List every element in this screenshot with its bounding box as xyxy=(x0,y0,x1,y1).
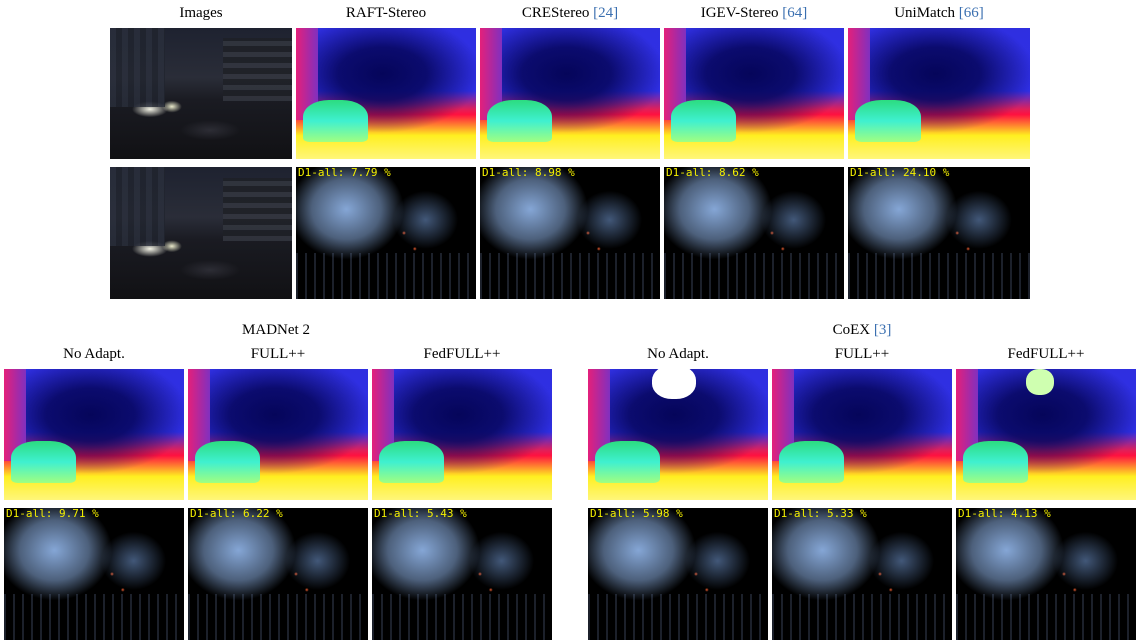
column-header-text: FedFULL++ xyxy=(423,346,501,362)
column-header-text: CREStereo xyxy=(521,5,594,21)
citation-link[interactable]: [3] xyxy=(873,322,892,338)
column-header-madnet-fedfull: FedFULL++ xyxy=(372,346,552,363)
group-label-text: CoEX xyxy=(832,322,874,338)
d1-all-metric: D1-all: 5.43 % xyxy=(374,508,467,520)
column-header-igev-stereo: IGEV-Stereo [64] xyxy=(664,5,844,22)
column-header-text: Images xyxy=(179,5,223,21)
column-header-text: FULL++ xyxy=(834,346,890,362)
error-map-unimatch: D1-all: 24.10 % xyxy=(848,167,1030,299)
column-header-text: FULL++ xyxy=(250,346,306,362)
column-header-raft-stereo: RAFT-Stereo xyxy=(296,5,476,22)
disparity-map-unimatch xyxy=(848,28,1030,159)
d1-all-metric: D1-all: 5.98 % xyxy=(590,508,683,520)
column-header-crestereo: CREStereo [24] xyxy=(480,5,660,22)
invalid-region xyxy=(652,369,696,399)
column-header-madnet-no-adapt: No Adapt. xyxy=(4,346,184,363)
column-header-unimatch: UniMatch [66] xyxy=(848,5,1030,22)
error-map-coex-no-adapt: D1-all: 5.98 % xyxy=(588,508,768,640)
error-map-madnet-no-adapt: D1-all: 9.71 % xyxy=(4,508,184,640)
column-header-coex-fedfull: FedFULL++ xyxy=(956,346,1136,363)
column-header-text: No Adapt. xyxy=(63,346,125,362)
column-header-text: RAFT-Stereo xyxy=(345,5,427,21)
error-map-crestereo: D1-all: 8.98 % xyxy=(480,167,660,299)
input-image-left xyxy=(110,28,292,159)
disparity-map-madnet-fedfull xyxy=(372,369,552,500)
invalid-region xyxy=(1026,369,1054,395)
disparity-map-crestereo xyxy=(480,28,660,159)
error-map-coex-fedfull: D1-all: 4.13 % xyxy=(956,508,1136,640)
error-map-madnet-fedfull: D1-all: 5.43 % xyxy=(372,508,552,640)
group-label-coex: CoEX [3] xyxy=(772,322,952,339)
column-header-text: UniMatch xyxy=(894,5,959,21)
disparity-map-madnet-no-adapt xyxy=(4,369,184,500)
error-map-coex-full: D1-all: 5.33 % xyxy=(772,508,952,640)
d1-all-metric: D1-all: 5.33 % xyxy=(774,508,867,520)
citation-link[interactable]: [66] xyxy=(958,5,984,21)
d1-all-metric: D1-all: 4.13 % xyxy=(958,508,1051,520)
error-map-raft-stereo: D1-all: 7.79 % xyxy=(296,167,476,299)
d1-all-metric: D1-all: 24.10 % xyxy=(850,167,950,179)
disparity-map-coex-no-adapt xyxy=(588,369,768,500)
error-map-igev-stereo: D1-all: 8.62 % xyxy=(664,167,844,299)
column-header-text: IGEV-Stereo xyxy=(700,5,783,21)
d1-all-metric: D1-all: 8.98 % xyxy=(482,167,575,179)
column-header-images: Images xyxy=(110,5,292,22)
column-header-text: FedFULL++ xyxy=(1007,346,1085,362)
input-image-right xyxy=(110,167,292,299)
disparity-map-raft-stereo xyxy=(296,28,476,159)
column-header-coex-no-adapt: No Adapt. xyxy=(588,346,768,363)
disparity-map-igev-stereo xyxy=(664,28,844,159)
group-label-madnet2: MADNet 2 xyxy=(186,322,366,339)
column-header-coex-full: FULL++ xyxy=(772,346,952,363)
column-header-text: No Adapt. xyxy=(647,346,709,362)
disparity-map-coex-fedfull xyxy=(956,369,1136,500)
group-label-text: MADNet 2 xyxy=(242,322,310,338)
d1-all-metric: D1-all: 8.62 % xyxy=(666,167,759,179)
d1-all-metric: D1-all: 6.22 % xyxy=(190,508,283,520)
disparity-map-madnet-full xyxy=(188,369,368,500)
citation-link[interactable]: [24] xyxy=(593,5,619,21)
d1-all-metric: D1-all: 7.79 % xyxy=(298,167,391,179)
d1-all-metric: D1-all: 9.71 % xyxy=(6,508,99,520)
citation-link[interactable]: [64] xyxy=(782,5,808,21)
column-header-madnet-full: FULL++ xyxy=(188,346,368,363)
error-map-madnet-full: D1-all: 6.22 % xyxy=(188,508,368,640)
disparity-map-coex-full xyxy=(772,369,952,500)
